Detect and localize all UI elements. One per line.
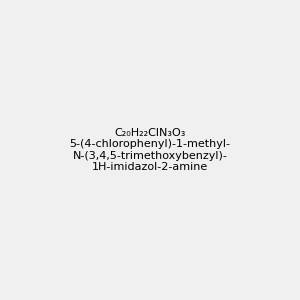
Text: C₂₀H₂₂ClN₃O₃
5-(4-chlorophenyl)-1-methyl-
N-(3,4,5-trimethoxybenzyl)-
1H-imidazo: C₂₀H₂₂ClN₃O₃ 5-(4-chlorophenyl)-1-methyl… bbox=[70, 128, 230, 172]
